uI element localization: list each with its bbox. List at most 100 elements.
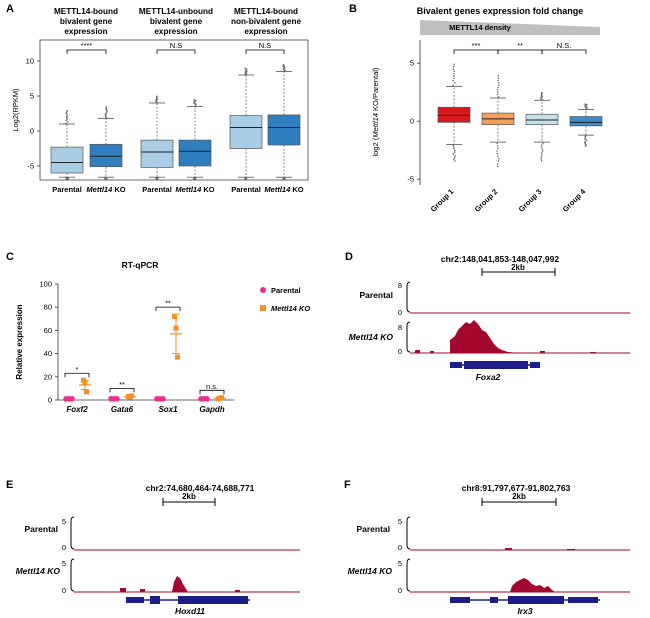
box-b-outlier-0 — [452, 68, 455, 70]
y-tick-label-a: 5 — [30, 92, 34, 101]
significance-label-a: N.S — [170, 41, 183, 50]
box-a-outlier-3 — [193, 179, 196, 181]
box-b-outlier-1 — [497, 160, 500, 163]
gene-exon-d-2 — [464, 361, 528, 369]
box-b-outlier-0 — [454, 154, 456, 157]
box-b-outlier-1 — [498, 157, 500, 160]
chart-title-c: RT-qPCR — [122, 260, 159, 270]
panel-e-tracks: chr2:74,680,464-74,688,771 2kb Parental … — [16, 483, 300, 616]
y-tick-label-b: 5 — [410, 59, 414, 68]
box-b-outlier-1 — [496, 145, 499, 147]
box-b-outlier-1 — [496, 89, 499, 91]
track-ymin-ko-e: 0 — [62, 586, 66, 595]
significance-label-b: ** — [517, 41, 523, 50]
box-a-outlier-3 — [193, 99, 195, 101]
panel-letter-f: F — [344, 479, 351, 491]
scale-label-d: 2kb — [511, 263, 525, 272]
gene-exon-f-2 — [490, 597, 498, 603]
box-b-outlier-1 — [497, 155, 499, 157]
significance-bracket-c — [64, 372, 90, 378]
gene-exon-f-4 — [568, 597, 598, 603]
box-a-outlier-2 — [155, 179, 158, 181]
y-tick-label-a: 10 — [26, 57, 34, 66]
group-title-1-line-3: expression — [64, 27, 107, 36]
box-b-outlier-3 — [585, 144, 587, 146]
gene-exon-e-2 — [150, 596, 160, 604]
y-tick-label-b: 0 — [410, 117, 414, 126]
data-point-parental — [204, 396, 210, 402]
significance-label-a: **** — [81, 41, 93, 50]
panel-f-tracks: chr8:91,797,677-91,802,763 2kb Parental … — [348, 483, 630, 616]
x-tick-label-a: Parental — [52, 185, 82, 194]
signal-peak-ko-f — [510, 578, 555, 592]
box-a-outlier-1 — [105, 108, 107, 111]
track-label-ko-f: Mettl14 KO — [348, 566, 393, 576]
track-ymin-parental-f: 0 — [398, 543, 402, 552]
box-b-outlier-1 — [498, 84, 500, 87]
box-b-outlier-1 — [497, 86, 499, 89]
track-label-parental-d: Parental — [359, 290, 393, 300]
track-ymax-ko-d: 8 — [398, 323, 402, 332]
box-b-outlier-1 — [496, 93, 499, 96]
box-a-outlier-0 — [65, 111, 68, 113]
box-a-outlier-2 — [156, 101, 159, 104]
box-b-outlier-0 — [452, 146, 455, 148]
significance-bracket-c — [155, 306, 181, 312]
legend-c: Parental Mettl14 KO — [260, 286, 310, 313]
box-b-outlier-3 — [584, 141, 586, 144]
significance-label-c: * — [76, 365, 79, 374]
box-a-outlier-0 — [65, 119, 67, 122]
x-tick-label-a: Parental — [231, 185, 261, 194]
box-a-outlier-5 — [282, 178, 285, 181]
y-axis-label-b: log2 (Mettl14 KO/Parental) — [371, 67, 380, 156]
legend-label-ko: Mettl14 KO — [271, 304, 310, 313]
box-a-box-5 — [267, 114, 301, 146]
track-ymax-parental-f: 5 — [398, 517, 402, 526]
legend-marker-ko — [260, 305, 266, 311]
y-tick-label-c: 80 — [44, 303, 52, 312]
y-axis-label-a: Log2(RPKM) — [11, 88, 20, 132]
x-tick-label-c: Gata6 — [111, 405, 134, 414]
box-a-outlier-0 — [65, 122, 67, 125]
box-a-outlier-0 — [66, 114, 69, 116]
data-point-ko — [82, 380, 88, 386]
box-a-outlier-5 — [282, 64, 285, 66]
box-b-outlier-2 — [541, 144, 543, 146]
box-a-outlier-5 — [282, 67, 285, 70]
box-a-outlier-0 — [66, 118, 68, 120]
box-b-outlier-2 — [540, 152, 543, 154]
box-b-outlier-0 — [453, 63, 455, 66]
box-a-outlier-3 — [195, 103, 197, 105]
significance-bracket-b — [497, 49, 543, 54]
box-a-outlier-1 — [106, 109, 108, 112]
box-b-outlier-1 — [496, 150, 498, 152]
gene-name-f: Irx3 — [517, 606, 532, 616]
box-b-outlier-0 — [453, 156, 456, 159]
box-a-outlier-1 — [104, 113, 107, 116]
box-a-outlier-3 — [193, 100, 196, 103]
box-a-outlier-1 — [104, 115, 107, 118]
box-b-outlier-0 — [452, 153, 455, 155]
box-b-outlier-3 — [584, 145, 587, 147]
box-b-outlier-0 — [453, 147, 455, 150]
box-a-outlier-4 — [244, 73, 246, 76]
gene-exon-f-3 — [508, 596, 564, 604]
box-b-outlier-1 — [497, 79, 499, 82]
box-b-outlier-0 — [452, 144, 455, 147]
scale-label-f: 2kb — [512, 492, 526, 501]
box-a-outlier-1 — [105, 179, 107, 181]
box-a-outlier-3 — [195, 99, 197, 102]
box-b-outlier-0 — [453, 72, 455, 75]
group-title-1-line-2: bivalent gene — [60, 17, 113, 26]
box-b-outlier-1 — [497, 165, 499, 168]
coord-d: chr2:148,041,853-148,047,992 — [441, 254, 559, 264]
box-a-outlier-5 — [284, 179, 286, 181]
box-b-outlier-0 — [453, 158, 455, 160]
box-b-outlier-1 — [498, 82, 500, 84]
track-label-ko-d: Mettl14 KO — [349, 332, 394, 342]
signal-peak-ko-e — [120, 576, 240, 592]
group-title-1-line-1: METTL14-bound — [54, 7, 118, 16]
box-b-outlier-0 — [454, 149, 456, 152]
